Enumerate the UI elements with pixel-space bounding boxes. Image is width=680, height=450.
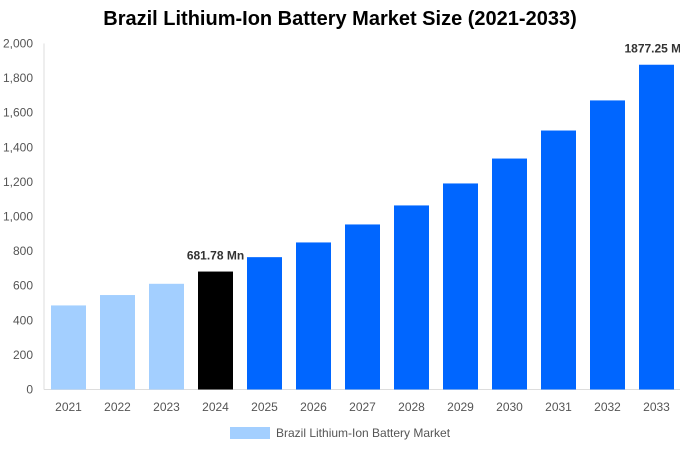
y-tick-label: 1,000 xyxy=(3,210,33,224)
data-label: 1877.25 Mn xyxy=(624,42,680,56)
legend-swatch xyxy=(230,427,270,439)
bar-2023 xyxy=(149,283,184,390)
bar-2033 xyxy=(639,64,674,390)
bar-2027 xyxy=(345,224,380,390)
bar-2026 xyxy=(296,242,331,390)
chart-title: Brazil Lithium-Ion Battery Market Size (… xyxy=(103,8,577,30)
y-tick-label: 1,600 xyxy=(3,106,33,120)
y-tick-label: 0 xyxy=(26,383,33,397)
bar-2028 xyxy=(394,205,429,390)
x-tick-label: 2033 xyxy=(643,400,670,414)
bar-2021 xyxy=(51,305,86,390)
y-tick-label: 1,400 xyxy=(3,140,33,154)
x-tick-label: 2029 xyxy=(447,400,474,414)
x-tick-label: 2022 xyxy=(104,400,131,414)
y-tick-label: 800 xyxy=(13,244,33,258)
x-tick-label: 2027 xyxy=(349,400,376,414)
x-tick-label: 2026 xyxy=(300,400,327,414)
bar-2031 xyxy=(541,130,576,390)
bar-2025 xyxy=(247,257,282,390)
legend-label: Brazil Lithium-Ion Battery Market xyxy=(276,426,451,440)
bar-2024 xyxy=(198,271,233,390)
bar-2022 xyxy=(100,295,135,390)
y-tick-label: 200 xyxy=(13,348,33,362)
x-tick-label: 2032 xyxy=(594,400,621,414)
data-label: 681.78 Mn xyxy=(187,249,244,263)
x-tick-label: 2025 xyxy=(251,400,278,414)
bar-2032 xyxy=(590,100,625,390)
y-tick-label: 400 xyxy=(13,313,33,327)
y-tick-label: 600 xyxy=(13,279,33,293)
x-tick-label: 2021 xyxy=(55,400,82,414)
x-tick-label: 2030 xyxy=(496,400,523,414)
x-tick-label: 2028 xyxy=(398,400,425,414)
bar-2029 xyxy=(443,183,478,390)
y-tick-label: 1,800 xyxy=(3,71,33,85)
bar-2030 xyxy=(492,158,527,390)
x-tick-label: 2023 xyxy=(153,400,180,414)
x-tick-label: 2024 xyxy=(202,400,229,414)
legend[interactable]: Brazil Lithium-Ion Battery Market xyxy=(230,426,450,440)
y-tick-label: 1,200 xyxy=(3,175,33,189)
x-tick-label: 2031 xyxy=(545,400,572,414)
y-tick-label: 2,000 xyxy=(3,37,33,51)
